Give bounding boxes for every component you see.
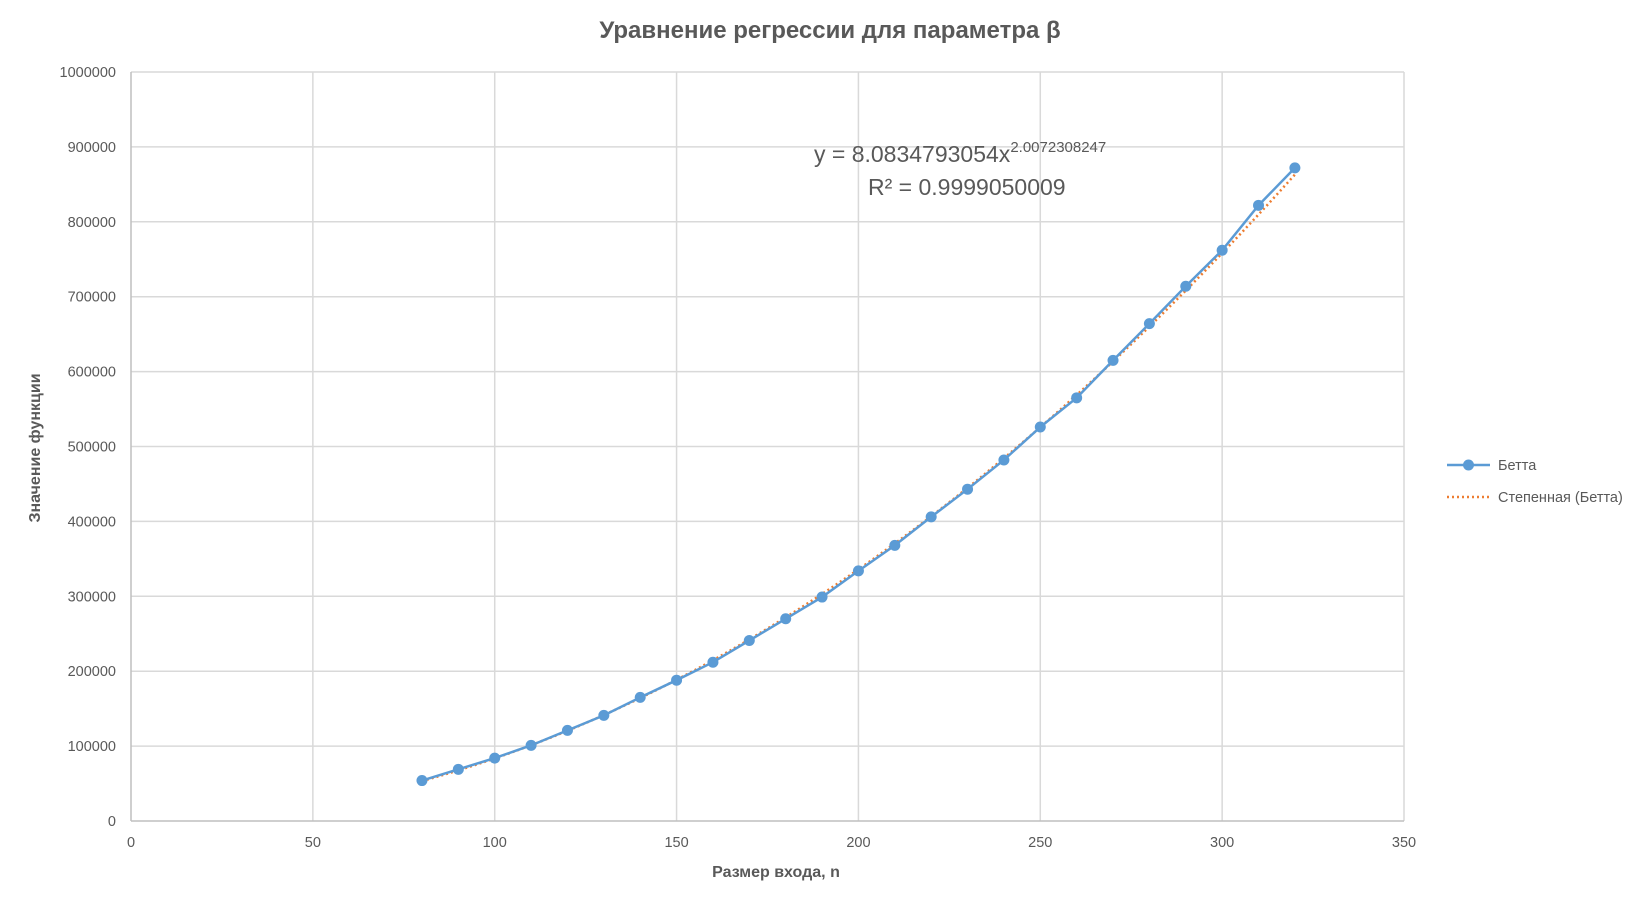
y-axis-tick-labels: 0 100000 200000 300000 400000 500000 600000 700… — [60, 65, 116, 830]
x-tick-label: 0 — [127, 835, 135, 851]
data-point — [452, 763, 464, 775]
data-point — [525, 739, 537, 751]
x-tick-label: 300 — [1210, 835, 1234, 851]
y-axis-title: Значение функции — [27, 373, 44, 522]
x-tick-label: 250 — [1028, 835, 1052, 851]
data-point — [1216, 244, 1228, 256]
data-point — [561, 724, 573, 736]
y-tick-label: 300000 — [68, 589, 116, 605]
data-point — [998, 454, 1010, 466]
gridlines — [131, 71, 1405, 821]
data-point — [1253, 199, 1265, 211]
x-tick-label: 200 — [846, 835, 870, 851]
data-point — [743, 634, 755, 646]
regression-equation: y = 8.0834793054x2.0072308247 R² = 0.999… — [814, 139, 1106, 200]
y-tick-label: 500000 — [68, 440, 116, 456]
data-point — [671, 674, 683, 686]
data-point — [489, 752, 501, 764]
y-tick-label: 900000 — [68, 140, 116, 156]
legend: Бетта Степенная (Бетта) — [1447, 458, 1623, 506]
x-axis-tick-labels: 0 50 100 150 200 250 300 350 — [127, 835, 1416, 851]
chart-title: Уравнение регрессии для параметра β — [599, 17, 1060, 44]
y-tick-label: 600000 — [68, 365, 116, 381]
data-point — [1034, 421, 1046, 433]
data-point — [962, 483, 974, 495]
data-point — [1071, 392, 1083, 404]
data-point — [852, 565, 864, 577]
data-point — [598, 709, 610, 721]
x-tick-label: 100 — [483, 835, 507, 851]
y-tick-label: 700000 — [68, 290, 116, 306]
y-tick-label: 0 — [108, 814, 116, 830]
data-point — [816, 591, 828, 603]
legend-label-trend: Степенная (Бетта) — [1498, 490, 1623, 506]
equation-exponent: 2.0072308247 — [1010, 139, 1106, 156]
y-tick-label: 100000 — [68, 739, 116, 755]
x-axis-title: Размер входа, n — [712, 864, 840, 881]
y-tick-label: 400000 — [68, 514, 116, 530]
legend-label-betta: Бетта — [1498, 458, 1537, 474]
legend-marker-betta — [1463, 459, 1474, 471]
data-point — [1180, 280, 1192, 292]
data-point — [416, 775, 428, 787]
data-series — [416, 162, 1301, 787]
y-tick-label: 200000 — [68, 664, 116, 680]
data-point — [1143, 318, 1155, 330]
x-tick-label: 350 — [1392, 835, 1416, 851]
y-tick-label: 800000 — [68, 215, 116, 231]
data-point — [707, 656, 719, 668]
axes — [130, 72, 1404, 822]
equation-base: y = 8.0834793054x — [814, 141, 1011, 167]
r-squared-text: R² = 0.9999050009 — [868, 174, 1066, 200]
data-point — [780, 613, 792, 625]
data-point — [889, 539, 901, 551]
equation-text: y = 8.0834793054x2.0072308247 — [814, 139, 1106, 167]
data-point — [1289, 162, 1301, 174]
data-point — [925, 511, 937, 523]
y-tick-label: 1000000 — [60, 65, 116, 81]
data-point — [1107, 354, 1119, 366]
x-tick-label: 50 — [305, 835, 321, 851]
x-tick-label: 150 — [664, 835, 688, 851]
data-point — [634, 691, 646, 703]
